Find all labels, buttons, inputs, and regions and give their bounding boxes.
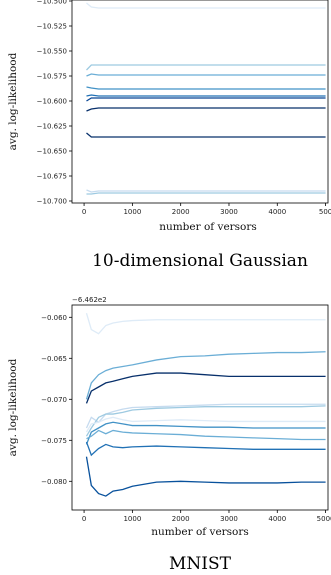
mnist-axes-frame [71, 304, 329, 511]
mnist-series-line-8 [85, 441, 326, 457]
gaussian-series-line-1 [86, 64, 326, 71]
mnist-series-line-3 [85, 403, 326, 429]
gaussian-ytick-label: −10.700 [37, 198, 67, 206]
gaussian-xlabel: number of versors [159, 221, 257, 233]
mnist-ytick-label: −0.065 [41, 355, 67, 363]
gaussian-xtick-label: 3000 [220, 208, 238, 216]
gaussian-ytick-label: −10.625 [37, 123, 67, 131]
mnist-series-line-1 [85, 351, 326, 400]
gaussian-ytick-label: −10.600 [37, 98, 67, 106]
gaussian-series-line-6 [86, 107, 326, 112]
mnist-series-line-4 [85, 405, 326, 437]
gaussian-series-line-9 [86, 192, 326, 195]
gaussian-series-line-4 [86, 94, 326, 97]
mnist-xtick-label: 3000 [220, 515, 238, 523]
gaussian-ytick-label: −10.650 [37, 148, 67, 156]
mnist-xlabel: number of versors [151, 526, 249, 538]
mnist-series-line-7 [86, 429, 326, 441]
gaussian-panel: −10.500 −10.525 −10.550 −10.575 −10.600 −10.6… [7, 0, 331, 271]
gaussian-ytick-label: −10.575 [37, 73, 67, 81]
mnist-ytick-label: −0.060 [41, 314, 67, 322]
gaussian-ytick-label: −10.525 [37, 23, 67, 31]
gaussian-xtick-label: 2000 [172, 208, 190, 216]
mnist-xtick-label: 0 [82, 515, 86, 523]
gaussian-xtick-label: 500 [319, 208, 331, 216]
gaussian-series-line-5 [86, 97, 326, 102]
gaussian-xtick-label: 4000 [268, 208, 286, 216]
gaussian-ytick-label: −10.675 [37, 173, 67, 181]
mnist-xtick-label: 5000 [317, 515, 331, 523]
mnist-series-line-2 [85, 372, 326, 404]
mnist-ytick-label: −0.080 [41, 478, 67, 486]
mnist-xtick-label: 1000 [123, 515, 141, 523]
gaussian-xtick-label: 0 [82, 208, 86, 216]
mnist-ylabel: avg. log-likelihood [7, 358, 19, 456]
gaussian-caption: 10-dimensional Gaussian [92, 251, 308, 271]
gaussian-ylabel: avg. log-likelihood [7, 52, 19, 150]
mnist-xtick-label: 2000 [172, 515, 190, 523]
mnist-series-line-5 [85, 416, 326, 433]
mnist-series-line-9 [85, 456, 326, 497]
mnist-series-line-0 [85, 313, 326, 335]
gaussian-ytick-label: −10.550 [37, 48, 67, 56]
mnist-series-line-6 [85, 421, 326, 445]
mnist-caption: MNIST [169, 554, 232, 574]
gaussian-ytick-label: −10.500 [37, 0, 67, 6]
mnist-panel: −0.060 −0.065 −0.070 −0.075 −0.080 0 1000 2000 3… [7, 296, 331, 574]
mnist-xtick-label: 4000 [268, 515, 286, 523]
mnist-ytick-label: −0.075 [41, 437, 67, 445]
mnist-offset-text: −6.462e2 [72, 296, 107, 304]
mnist-plot-area: −0.060 −0.065 −0.070 −0.075 −0.080 0 1000 2000 3… [41, 313, 331, 523]
gaussian-series-line-2 [86, 73, 326, 77]
gaussian-xtick-label: 1000 [123, 208, 141, 216]
mnist-ytick-label: −0.070 [41, 396, 67, 404]
gaussian-series-line-8 [86, 189, 326, 193]
gaussian-axes-frame [71, 0, 329, 204]
gaussian-plot-area: −10.500 −10.525 −10.550 −10.575 −10.600 −10.6… [37, 0, 331, 216]
gaussian-series-line-3 [86, 86, 326, 90]
gaussian-series-line-7 [86, 132, 326, 138]
gaussian-series-line-0 [86, 2, 326, 9]
